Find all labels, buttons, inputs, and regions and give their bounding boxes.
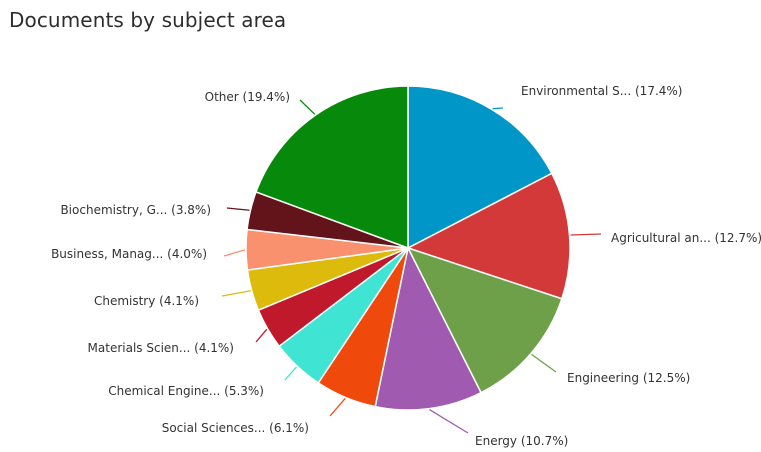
leader-line <box>226 207 250 211</box>
leader-line <box>570 233 602 236</box>
leader-line <box>299 99 316 115</box>
chart-title: Documents by subject area <box>9 8 287 32</box>
leader-line <box>284 366 297 381</box>
leader-line <box>531 353 557 373</box>
pie-slice[interactable] <box>407 85 553 250</box>
slice-label: Agricultural an... (12.7%) <box>611 231 761 245</box>
pie-slice[interactable] <box>255 85 409 250</box>
slice-label: Materials Scien... (4.1%) <box>88 341 234 355</box>
pie-slice[interactable] <box>406 172 571 300</box>
pie-slice[interactable] <box>374 245 483 411</box>
leader-line <box>329 397 346 417</box>
slice-label: Chemistry (4.1%) <box>94 294 199 308</box>
slice-label: Social Sciences... (6.1%) <box>162 421 309 435</box>
leader-line <box>221 290 251 297</box>
leader-line <box>492 107 504 110</box>
slice-label: Energy (10.7%) <box>475 434 568 448</box>
slice-label: Engineering (12.5%) <box>567 371 690 385</box>
pie-slice[interactable] <box>406 246 563 394</box>
slice-label: Business, Manag... (4.0%) <box>51 247 207 261</box>
slice-label: Chemical Engine... (5.3%) <box>108 384 264 398</box>
slice-label: Environmental S... (17.4%) <box>521 84 682 98</box>
leader-line <box>255 328 268 343</box>
slice-label: Biochemistry, G... (3.8%) <box>60 203 211 217</box>
leader-line <box>429 409 469 434</box>
leader-line <box>223 249 246 257</box>
slice-label: Other (19.4%) <box>205 90 290 104</box>
